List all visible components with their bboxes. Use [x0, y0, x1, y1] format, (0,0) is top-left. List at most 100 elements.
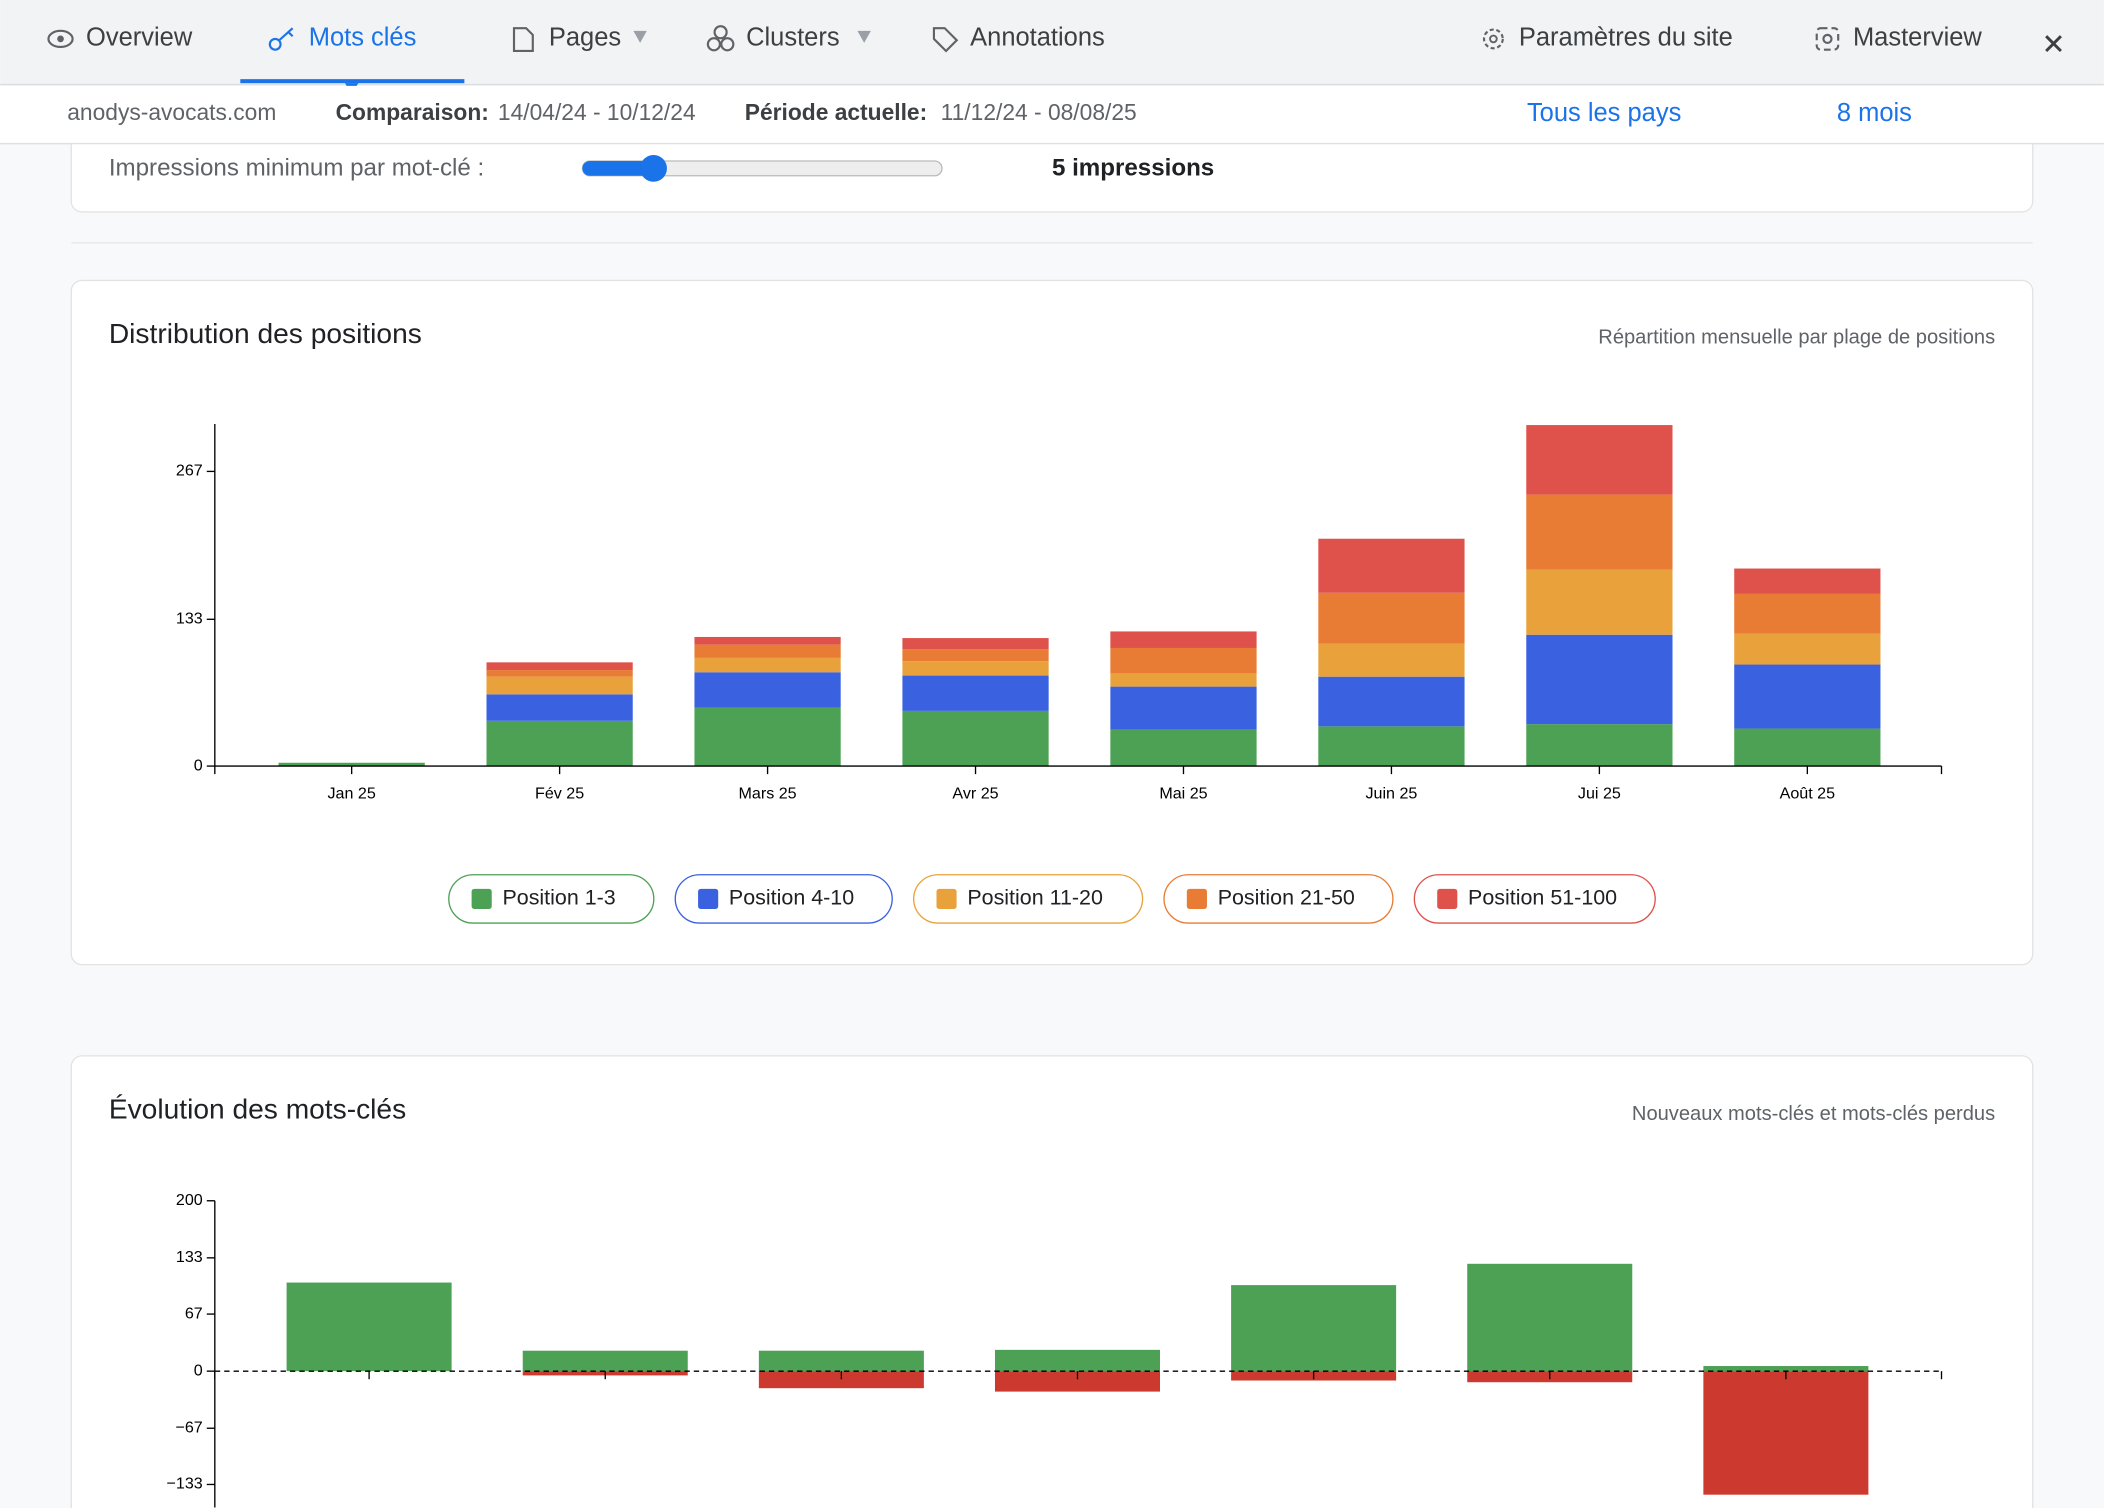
bar-segment — [522, 1350, 688, 1372]
bar-segment — [1318, 643, 1465, 677]
bar-segment — [1734, 728, 1881, 767]
nav-bar — [0, 0, 2104, 85]
eye-icon-pupil — [57, 35, 64, 43]
legend-chip[interactable] — [1413, 874, 1656, 924]
bar-segment — [694, 657, 841, 673]
bar-segment — [1526, 494, 1673, 570]
x-tick-label: Jui 25 — [1578, 784, 1621, 802]
x-tick-label: Fév 25 — [535, 784, 584, 802]
x-tick-label: Jan 25 — [328, 784, 376, 802]
legend-chip[interactable] — [913, 874, 1144, 924]
x-tick-label: Mai 25 — [1159, 784, 1207, 802]
bar-segment — [1703, 1371, 1869, 1495]
nav-tab[interactable]: Annotations — [970, 24, 1105, 52]
chart-title: Évolution des mots-clés — [109, 1092, 406, 1124]
eye-icon — [47, 29, 74, 49]
slider-thumb[interactable] — [640, 154, 667, 182]
bar-segment — [694, 644, 841, 658]
clusters-icon — [706, 37, 722, 52]
legend-label: Position 51-100 — [1468, 886, 1617, 910]
bar-segment — [486, 720, 633, 767]
chart-subtitle: Répartition mensuelle par plage de posit… — [1598, 326, 1995, 348]
y-tick-label: 267 — [176, 462, 203, 480]
masterview-icon-center — [1822, 33, 1833, 45]
bar-segment — [486, 694, 633, 721]
bar-segment — [1231, 1285, 1397, 1372]
y-tick-label: 0 — [194, 1361, 203, 1379]
page-icon — [512, 27, 534, 53]
nav-tab[interactable]: Mots clés — [309, 24, 417, 52]
bar-segment — [1734, 664, 1881, 729]
bar-segment — [1318, 676, 1465, 727]
masterview-icon — [1815, 27, 1840, 51]
bar-segment — [758, 1350, 924, 1372]
bar-segment — [994, 1349, 1161, 1372]
bar-segment — [994, 1371, 1161, 1392]
bar-segment — [486, 662, 633, 671]
bar-segment — [1110, 647, 1257, 674]
settings-icon — [1482, 28, 1504, 50]
slider-fill — [582, 160, 654, 176]
key-icon — [268, 37, 282, 51]
bar-segment — [1110, 686, 1257, 730]
bar-segment — [1526, 724, 1673, 767]
pages-dropdown-arrow[interactable] — [633, 30, 647, 43]
nav-link[interactable]: Masterview — [1853, 24, 1982, 52]
nav-tab[interactable]: Overview — [86, 24, 193, 52]
bar-segment — [486, 676, 633, 695]
nav-tab[interactable]: Pages — [549, 24, 621, 52]
bar-segment — [694, 672, 841, 708]
tag-icon — [932, 27, 959, 53]
bar-segment — [1318, 538, 1465, 593]
bar-segment — [902, 710, 1049, 767]
bar-segment — [1734, 568, 1881, 594]
bar-segment — [902, 661, 1049, 676]
x-tick-label: Juin 25 — [1366, 784, 1418, 802]
legend-swatch — [471, 888, 492, 909]
y-tick-label: 67 — [185, 1304, 203, 1322]
legend-swatch — [936, 888, 957, 909]
nav-link[interactable]: Paramètres du site — [1519, 24, 1733, 52]
bar-segment — [1734, 633, 1881, 665]
clusters-dropdown-arrow[interactable] — [857, 30, 871, 43]
bar-segment — [902, 638, 1049, 650]
country-select[interactable]: Tous les pays — [1527, 99, 1681, 127]
bar-segment — [1734, 593, 1881, 634]
y-tick-label: 0 — [194, 756, 203, 774]
legend-swatch — [698, 888, 719, 909]
filter-label: Impressions minimum par mot-clé : — [109, 154, 484, 181]
bar-segment — [1526, 425, 1673, 495]
bar-segment — [902, 649, 1049, 662]
nav-tab[interactable]: Clusters — [746, 24, 839, 52]
period-dates[interactable]: 11/12/24 - 08/08/25 — [941, 99, 1137, 125]
bar-segment — [902, 675, 1049, 711]
active-tab-indicator — [240, 79, 465, 84]
clusters-icon — [720, 37, 735, 52]
chart-title: Distribution des positions — [109, 317, 422, 349]
y-tick-label: 133 — [176, 610, 203, 628]
close-button[interactable] — [2045, 35, 2062, 53]
legend-label: Position 11-20 — [967, 886, 1103, 910]
comparison-dates[interactable]: 14/04/24 - 10/12/24 — [498, 99, 696, 125]
y-tick-label: 133 — [176, 1248, 203, 1266]
legend-swatch — [1437, 888, 1458, 909]
legend-label: Position 4-10 — [729, 886, 854, 910]
bar-segment — [694, 707, 841, 767]
legend-label: Position 21-50 — [1218, 886, 1355, 910]
bar-segment — [1526, 634, 1673, 725]
bar-segment — [1110, 729, 1257, 767]
legend-chip[interactable] — [448, 874, 655, 924]
site-name: anodys-avocats.com — [67, 99, 276, 125]
legend-swatch — [1186, 888, 1207, 909]
y-tick-label: −67 — [175, 1418, 202, 1436]
settings-icon-center — [1489, 34, 1498, 44]
range-select[interactable]: 8 mois — [1837, 99, 1912, 127]
clusters-icon — [713, 25, 728, 40]
legend-chip[interactable] — [1163, 874, 1394, 924]
bar-segment — [486, 670, 633, 677]
bar-segment — [286, 1282, 452, 1372]
x-tick-label: Avr 25 — [952, 784, 998, 802]
legend-chip[interactable] — [674, 874, 893, 924]
